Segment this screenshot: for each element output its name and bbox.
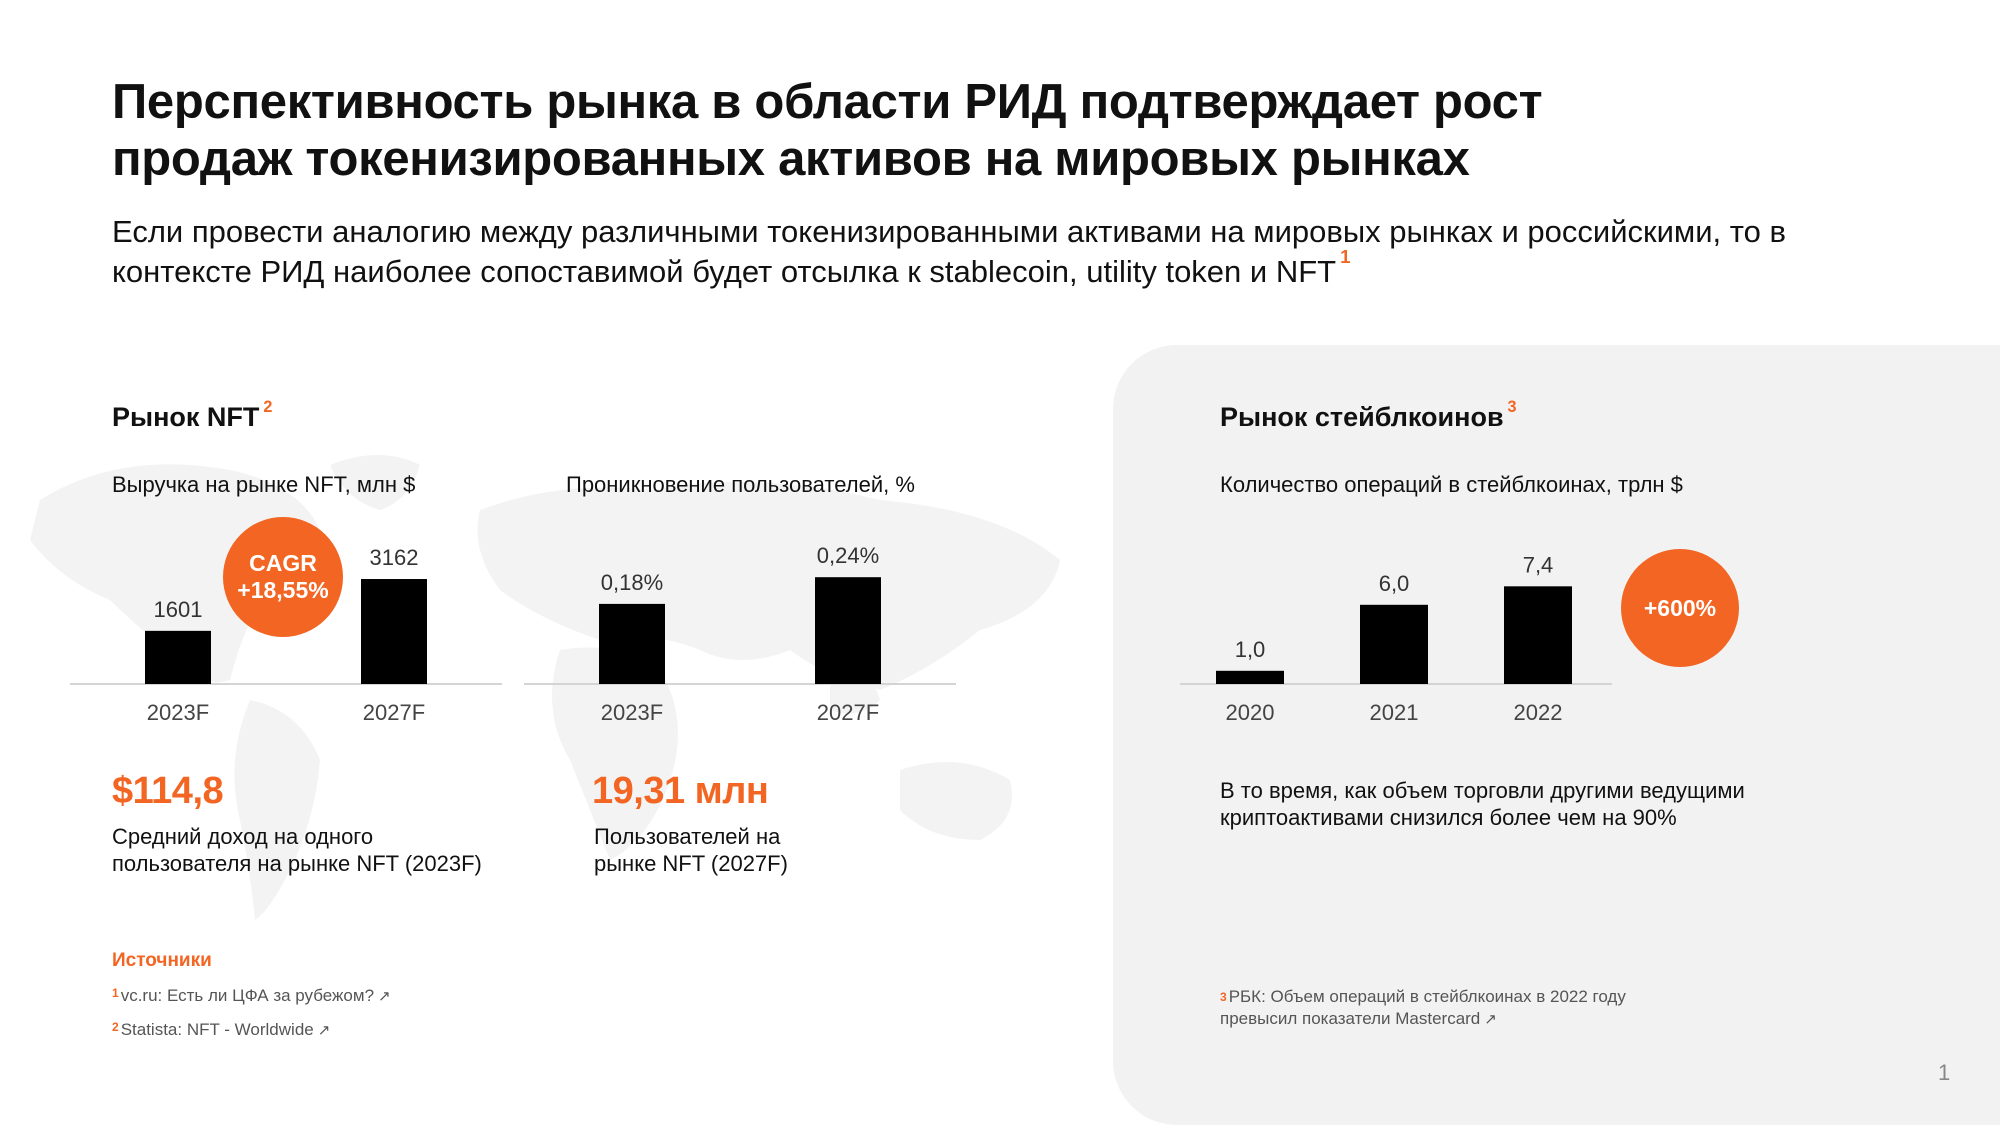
nft-revenue-value-label: 1601 — [154, 597, 203, 622]
source-link-rbc[interactable]: 3 РБК: Объем операций в стейблкоинах в 20… — [1220, 986, 1626, 1031]
stablecoin-note-line2: криптоактивами снизился более чем на 90% — [1220, 805, 1677, 830]
source-3-line1: 3 РБК: Объем операций в стейблкоинах в 20… — [1220, 986, 1626, 1008]
source-2-text: Statista: NFT - Worldwide — [120, 1020, 314, 1039]
nft-penetration-bar — [599, 603, 665, 684]
stablecoin-bar — [1216, 670, 1284, 684]
nft-users-caption-line2: рынке NFT (2027F) — [594, 851, 788, 876]
stablecoin-category-label: 2022 — [1514, 700, 1563, 725]
stablecoin-market-heading: Рынок стейблкоинов 3 — [1220, 399, 1517, 433]
nft-heading-footnote: 2 — [263, 397, 273, 416]
source-3-text-cont: превысил показатели Mastercard — [1220, 1009, 1481, 1028]
source-link-statista[interactable]: 2 Statista: NFT - Worldwide ↗ — [112, 1020, 330, 1040]
nft-revenue-category-label: 2027F — [363, 700, 425, 725]
nft-market-heading: Рынок NFT 2 — [112, 399, 272, 433]
nft-users-caption-line1: Пользователей на — [594, 824, 781, 849]
nft-revenue-bar — [145, 630, 211, 684]
nft-heading-text: Рынок NFT — [112, 402, 260, 432]
stablecoin-chart-label: Количество операций в стейблкоинах, трлн… — [1220, 472, 1683, 497]
avg-revenue-caption: Средний доход на одного пользователя на … — [112, 823, 482, 877]
nft-revenue-chart-label: Выручка на рынке NFT, млн $ — [112, 472, 416, 497]
nft-penetration-bar — [815, 577, 881, 684]
source-3-number: 3 — [1220, 990, 1227, 1004]
stablecoin-category-label: 2021 — [1370, 700, 1419, 725]
avg-revenue-value: $114,8 — [112, 770, 224, 812]
stablecoin-operations-chart: 1,0 2020 6,0 2021 7,4 2022 — [1180, 552, 1612, 725]
avg-revenue-caption-line1: Средний доход на одного — [112, 824, 374, 849]
nft-penetration-value-label: 0,24% — [817, 543, 879, 568]
stablecoin-bar — [1504, 586, 1572, 684]
cagr-badge-value: +18,55% — [237, 577, 329, 603]
source-3-text: РБК: Объем операций в стейблкоинах в 202… — [1228, 987, 1626, 1006]
nft-users-caption: Пользователей на рынке NFT (2027F) — [594, 823, 788, 877]
page-number: 1 — [1938, 1060, 1951, 1085]
source-3-line2: превысил показатели Mastercard ↗ — [1220, 1008, 1626, 1031]
stablecoin-note: В то время, как объем торговли другими в… — [1220, 777, 1745, 831]
nft-revenue-chart: 1601 2023F 3162 2027F — [70, 545, 502, 725]
stablecoin-heading-footnote: 3 — [1507, 397, 1517, 416]
page-title: Перспективность рынка в области РИД подт… — [112, 75, 1543, 186]
world-map-background — [30, 455, 1060, 920]
avg-revenue-caption-line2: пользователя на рынке NFT (2023F) — [112, 851, 482, 876]
external-link-icon: ↗ — [378, 988, 391, 1005]
nft-penetration-value-label: 0,18% — [601, 570, 663, 595]
stablecoin-category-label: 2020 — [1226, 700, 1275, 725]
source-1-text: vc.ru: Есть ли ЦФА за рубежом? — [120, 986, 375, 1005]
nft-revenue-bar — [361, 579, 427, 684]
growth-badge: +600% — [1621, 549, 1739, 667]
nft-penetration-chart-label: Проникновение пользователей, % — [566, 472, 915, 497]
sources-heading: Источники — [112, 950, 212, 971]
external-link-icon: ↗ — [317, 1022, 331, 1039]
external-link-icon: ↗ — [1484, 1011, 1497, 1028]
stablecoin-heading-text: Рынок стейблкоинов — [1220, 402, 1504, 432]
nft-revenue-category-label: 2023F — [147, 700, 209, 725]
source-link-vc[interactable]: 1 vc.ru: Есть ли ЦФА за рубежом? ↗ — [112, 986, 391, 1006]
subtitle-footnote-marker: 1 — [1340, 246, 1351, 268]
source-1-number: 1 — [112, 986, 119, 1000]
stablecoin-panel — [1113, 345, 2000, 1125]
stablecoin-note-line1: В то время, как объем торговли другими в… — [1220, 778, 1745, 803]
cagr-badge-label: CAGR — [249, 550, 317, 576]
stablecoin-value-label: 6,0 — [1379, 571, 1410, 596]
stablecoin-value-label: 1,0 — [1235, 637, 1266, 662]
stablecoin-value-label: 7,4 — [1523, 552, 1554, 577]
nft-users-value: 19,31 млн — [592, 770, 769, 812]
growth-badge-value: +600% — [1643, 594, 1717, 621]
nft-revenue-value-label: 3162 — [370, 545, 419, 570]
source-2-number: 2 — [112, 1020, 119, 1034]
cagr-badge: CAGR +18,55% — [223, 517, 343, 637]
nft-penetration-category-label: 2023F — [601, 700, 663, 725]
nft-penetration-chart: 0,18% 2023F 0,24% 2027F — [524, 543, 956, 725]
stablecoin-bar — [1360, 604, 1428, 684]
page-subtitle: Если провести аналогию между различными … — [112, 212, 1932, 292]
subtitle-text: Если провести аналогию между различными … — [112, 214, 1786, 289]
nft-penetration-category-label: 2027F — [817, 700, 879, 725]
